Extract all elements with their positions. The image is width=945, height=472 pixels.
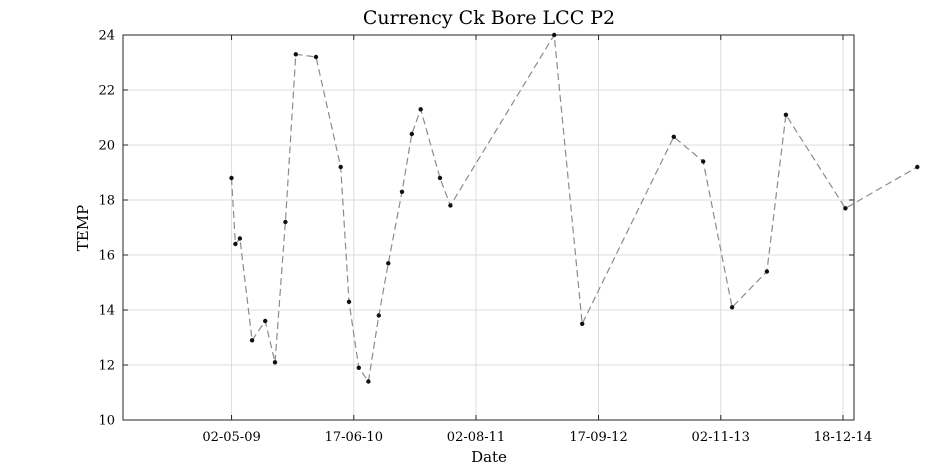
y-tick-label: 14 bbox=[98, 304, 115, 319]
data-point bbox=[366, 379, 371, 384]
data-point bbox=[293, 52, 298, 57]
data-point bbox=[386, 261, 391, 266]
data-point bbox=[376, 313, 381, 318]
y-tick-label: 22 bbox=[98, 84, 115, 99]
data-point bbox=[399, 189, 405, 194]
data-point bbox=[552, 32, 557, 38]
y-tick-label: 10 bbox=[98, 414, 115, 429]
series-line bbox=[230, 33, 918, 384]
data-point bbox=[283, 219, 288, 225]
y-tick-label: 20 bbox=[98, 139, 115, 154]
data-point bbox=[729, 305, 735, 310]
x-tick-label: 18-12-14 bbox=[814, 430, 872, 445]
data-point bbox=[764, 269, 770, 274]
y-tick-label: 16 bbox=[98, 249, 115, 264]
x-axis-label: Date bbox=[471, 448, 507, 466]
data-point bbox=[580, 321, 585, 326]
data-point bbox=[229, 175, 234, 181]
data-point bbox=[418, 107, 423, 112]
data-point bbox=[671, 134, 676, 139]
data-point bbox=[701, 159, 706, 164]
x-tick-label: 02-08-11 bbox=[447, 430, 505, 445]
data-point bbox=[915, 164, 920, 170]
y-tick-label: 18 bbox=[98, 194, 115, 209]
y-axis-label: TEMP bbox=[74, 205, 92, 251]
chart-title: Currency Ck Bore LCC P2 bbox=[363, 7, 615, 29]
data-point bbox=[233, 241, 238, 247]
data-point bbox=[437, 175, 443, 181]
data-point bbox=[783, 112, 789, 118]
data-point bbox=[346, 299, 352, 304]
x-tick-label: 17-06-10 bbox=[325, 430, 383, 445]
plot-frame bbox=[122, 34, 855, 421]
y-tick-label: 12 bbox=[98, 359, 115, 374]
data-point bbox=[843, 206, 848, 211]
data-point bbox=[249, 338, 255, 343]
data-point bbox=[356, 365, 361, 370]
data-point bbox=[263, 318, 268, 324]
x-tick-label: 02-05-09 bbox=[202, 430, 260, 445]
grid bbox=[123, 34, 854, 421]
data-point bbox=[237, 236, 243, 241]
data-point bbox=[338, 164, 343, 170]
data-point bbox=[448, 203, 453, 208]
data-point bbox=[313, 54, 319, 60]
y-tick-label: 24 bbox=[98, 29, 115, 44]
x-tick-labels: 02-05-09 17-06-10 02-08-11 17-09-12 02-11-13… bbox=[202, 430, 872, 445]
axis-ticks bbox=[123, 34, 854, 421]
y-tick-labels: 10 12 14 16 18 20 22 24 bbox=[98, 29, 115, 429]
x-tick-label: 17-09-12 bbox=[569, 430, 627, 445]
x-tick-label: 02-11-13 bbox=[692, 430, 750, 445]
data-point bbox=[272, 360, 278, 365]
data-points bbox=[229, 32, 920, 384]
data-point bbox=[409, 131, 414, 137]
